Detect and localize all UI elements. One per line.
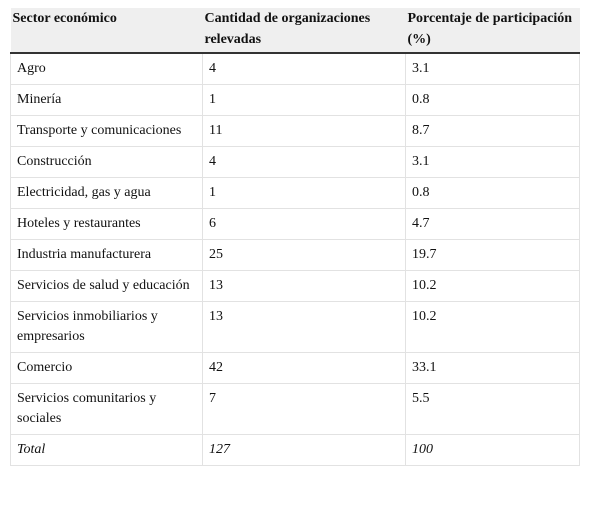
table-cell: Electricidad, gas y agua (10, 177, 203, 209)
table-cell: 8.7 (405, 115, 580, 147)
table-cell: 0.8 (405, 84, 580, 116)
table-cell: 10.2 (405, 270, 580, 302)
table-cell: 42 (202, 352, 406, 384)
table-row: Hoteles y restaurantes 6 4.7 (10, 208, 580, 240)
table-cell: 19.7 (405, 239, 580, 271)
table-cell: Servicios comunitarios y sociales (10, 383, 203, 435)
table-cell: 4 (202, 146, 406, 178)
table-cell: 6 (202, 208, 406, 240)
table-cell: 3.1 (405, 146, 580, 178)
table-row: Servicios inmobiliarios y empresarios 13 1… (10, 301, 580, 353)
table-cell: 3.1 (405, 52, 580, 85)
table-cell: Comercio (10, 352, 203, 384)
header-cell: Cantidad de organizaciones relevadas (202, 8, 406, 54)
table-row: Agro 4 3.1 (10, 52, 580, 85)
header-cell: Sector económico (10, 8, 203, 54)
table-cell: 4 (202, 52, 406, 85)
table-cell: 0.8 (405, 177, 580, 209)
table-cell: Servicios de salud y educación (10, 270, 203, 302)
table-row: Electricidad, gas y agua 1 0.8 (10, 177, 580, 209)
table-cell: 1 (202, 84, 406, 116)
table-cell: 127 (202, 434, 406, 466)
table-row: Minería 1 0.8 (10, 84, 580, 116)
table-cell: 100 (405, 434, 580, 466)
header-cell: Porcentaje de participación (%) (405, 8, 580, 54)
table-cell: 1 (202, 177, 406, 209)
table-cell: 33.1 (405, 352, 580, 384)
header-row: Sector económico Cantidad de organizacio… (10, 8, 580, 54)
table-cell: Agro (10, 52, 203, 85)
table-body: Agro 4 3.1 Minería 1 0.8 Transporte y comunica… (10, 52, 580, 466)
table-row: Comercio 42 33.1 (10, 352, 580, 384)
table-cell: Total (10, 434, 203, 466)
table-cell: Construcción (10, 146, 203, 178)
table-cell: Transporte y comunicaciones (10, 115, 203, 147)
table-row: Industria manufacturera 25 19.7 (10, 239, 580, 271)
table-cell: 5.5 (405, 383, 580, 435)
table-row: Construcción 4 3.1 (10, 146, 580, 178)
table-cell: 11 (202, 115, 406, 147)
table-cell: Hoteles y restaurantes (10, 208, 203, 240)
table-cell: 13 (202, 270, 406, 302)
table-row: Servicios de salud y educación 13 10.2 (10, 270, 580, 302)
table-cell: Industria manufacturera (10, 239, 203, 271)
table-cell: Minería (10, 84, 203, 116)
table-cell: 10.2 (405, 301, 580, 353)
table-row: Servicios comunitarios y sociales 7 5.5 (10, 383, 580, 435)
total: Total 127 100 (10, 434, 580, 466)
table-cell: 7 (202, 383, 406, 435)
table-cell: 13 (202, 301, 406, 353)
table-cell: 25 (202, 239, 406, 271)
table-cell: Servicios inmobiliarios y empresarios (10, 301, 203, 353)
table-cell: 4.7 (405, 208, 580, 240)
data-table: Sector económico Cantidad de organizacio… (10, 8, 580, 466)
table-row: Transporte y comunicaciones 11 8.7 (10, 115, 580, 147)
